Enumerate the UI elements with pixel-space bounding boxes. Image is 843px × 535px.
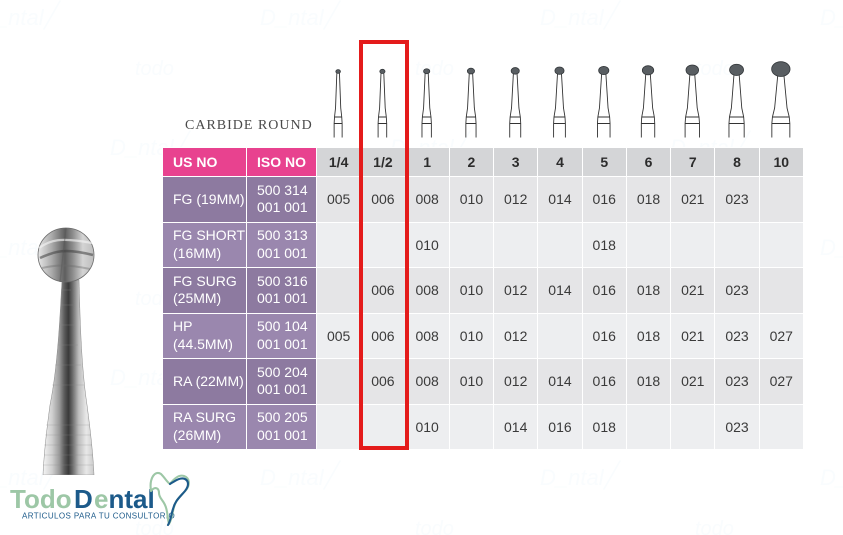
svg-text:e: e (94, 484, 108, 514)
svg-text:D: D (74, 484, 93, 514)
svg-text:Todo: Todo (10, 484, 72, 514)
